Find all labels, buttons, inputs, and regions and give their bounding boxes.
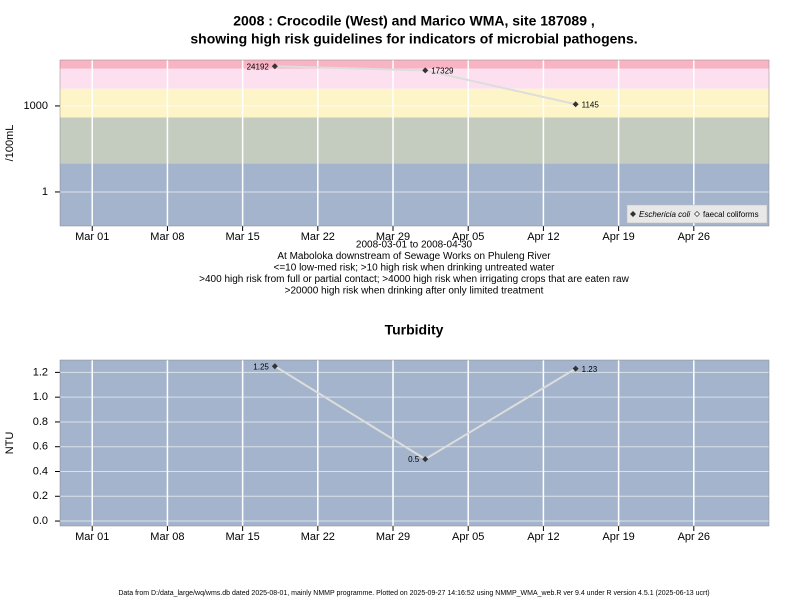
x-tick-label: Apr 05 <box>452 531 484 543</box>
x-tick-label: Apr 12 <box>527 231 559 243</box>
legend-label: Eschericia coli <box>639 210 690 219</box>
x-tick-label: Mar 29 <box>376 531 410 543</box>
y-tick-label: 0.6 <box>33 441 48 453</box>
y-tick-label: 0.8 <box>33 416 48 428</box>
y-axis-label: /100mL <box>4 125 16 162</box>
x-tick-label: Apr 05 <box>452 231 484 243</box>
data-label: 17329 <box>431 67 454 76</box>
x-tick-label: Mar 15 <box>225 231 259 243</box>
data-label: 24192 <box>247 62 270 71</box>
risk-band <box>60 88 769 118</box>
chart-title: showing high risk guidelines for indicat… <box>190 31 637 47</box>
y-tick-label: 1000 <box>24 100 48 112</box>
data-point <box>271 63 278 70</box>
legend: Eschericia coli faecal coliforms <box>626 204 768 224</box>
x-tick-label: Mar 01 <box>75 231 109 243</box>
y-axis-label: NTU <box>4 432 16 455</box>
note: 2008-03-01 to 2008-04-30 <box>356 240 473 251</box>
x-tick-label: Apr 26 <box>678 531 710 543</box>
x-tick-label: Mar 01 <box>75 531 109 543</box>
data-point <box>422 456 429 463</box>
chart-title: 2008 : Crocodile (West) and Marico WMA, … <box>233 13 595 29</box>
x-tick-label: Mar 08 <box>150 231 184 243</box>
data-label: 1.23 <box>582 365 598 374</box>
x-tick-label: Apr 26 <box>678 231 710 243</box>
x-tick-label: Mar 29 <box>376 231 410 243</box>
y-tick-label: 1.2 <box>33 366 48 378</box>
data-label: 0.5 <box>408 455 420 464</box>
data-label: 1.25 <box>253 362 269 371</box>
data-point <box>271 363 278 370</box>
x-tick-label: Apr 19 <box>602 531 634 543</box>
x-tick-label: Mar 15 <box>225 531 259 543</box>
risk-band <box>60 360 769 526</box>
x-tick-label: Mar 22 <box>301 231 335 243</box>
data-label: 1145 <box>582 100 600 109</box>
x-tick-label: Apr 12 <box>527 531 559 543</box>
x-tick-label: Apr 19 <box>602 231 634 243</box>
chart-title: Turbidity <box>385 322 444 338</box>
data-point <box>572 101 579 108</box>
data-point <box>572 365 579 372</box>
note: >400 high risk from full or partial cont… <box>199 274 629 285</box>
risk-band <box>60 117 769 164</box>
risk-band <box>60 68 769 89</box>
note: At Maboloka downstream of Sewage Works o… <box>277 251 551 262</box>
plot-frame <box>59 359 770 527</box>
legend-label: faecal coliforms <box>703 210 759 219</box>
note: <=10 low-med risk; >10 high risk when dr… <box>274 263 556 274</box>
data-point <box>422 67 429 74</box>
x-tick-label: Mar 08 <box>150 531 184 543</box>
legend-symbol <box>630 211 636 217</box>
y-tick-label: 0.4 <box>33 465 48 477</box>
y-tick-label: 0.0 <box>33 515 48 527</box>
legend-symbol <box>694 211 700 217</box>
y-tick-label: 0.2 <box>33 490 48 502</box>
plot-frame <box>59 59 770 227</box>
footer: Data from D:/data_large/wq/wms.db dated … <box>118 590 709 597</box>
risk-band <box>60 60 769 69</box>
y-tick-label: 1.0 <box>33 391 48 403</box>
y-tick-label: 1 <box>42 186 48 198</box>
x-tick-label: Mar 22 <box>301 531 335 543</box>
note: >20000 high risk when drinking after onl… <box>285 286 544 297</box>
